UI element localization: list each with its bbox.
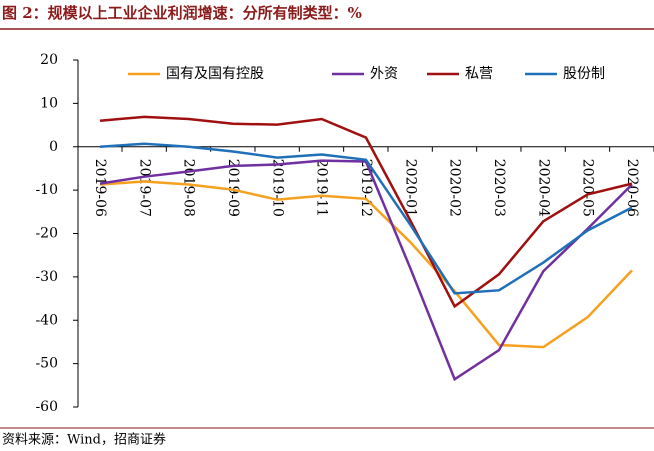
y-tick-label: -40 (35, 312, 58, 328)
source: 资料来源：Wind，招商证券 (2, 432, 166, 448)
y-tick-label: 20 (40, 52, 58, 68)
x-tick-label: 2019-09 (225, 159, 241, 217)
x-tick-label: 2020-01 (402, 159, 418, 217)
y-tick-label: -30 (35, 269, 58, 285)
legend-label: 股份制 (563, 66, 605, 82)
x-tick-label: 2020-03 (491, 159, 507, 217)
chart-title: 图 2：规模以上工业企业利润增速：分所有制类型：% (2, 4, 362, 22)
y-tick-label: -20 (35, 226, 58, 242)
y-tick-label: 0 (49, 139, 58, 155)
x-tick-label: 2019-07 (136, 159, 152, 217)
x-tick-label: 2019-11 (314, 159, 330, 217)
series-line (99, 142, 633, 295)
x-tick-label: 2020-06 (624, 159, 640, 217)
y-tick-label: -50 (35, 356, 58, 372)
x-tick-label: 2020-02 (447, 159, 463, 217)
series-line (99, 180, 633, 349)
x-tick-label: 2019-08 (181, 159, 197, 217)
series-line (99, 115, 633, 309)
x-tick-label: 2019-06 (92, 159, 108, 217)
legend-label: 国有及国有控股 (166, 66, 264, 82)
legend-label: 私营 (465, 66, 493, 82)
x-tick-label: 2020-05 (580, 159, 596, 217)
legend-label: 外资 (370, 66, 398, 82)
x-tick-label: 2019-10 (269, 159, 285, 217)
y-tick-label: 10 (40, 95, 58, 111)
y-tick-label: -10 (35, 182, 58, 198)
x-tick-label: 2020-04 (535, 159, 551, 217)
y-tick-label: -60 (35, 399, 58, 415)
